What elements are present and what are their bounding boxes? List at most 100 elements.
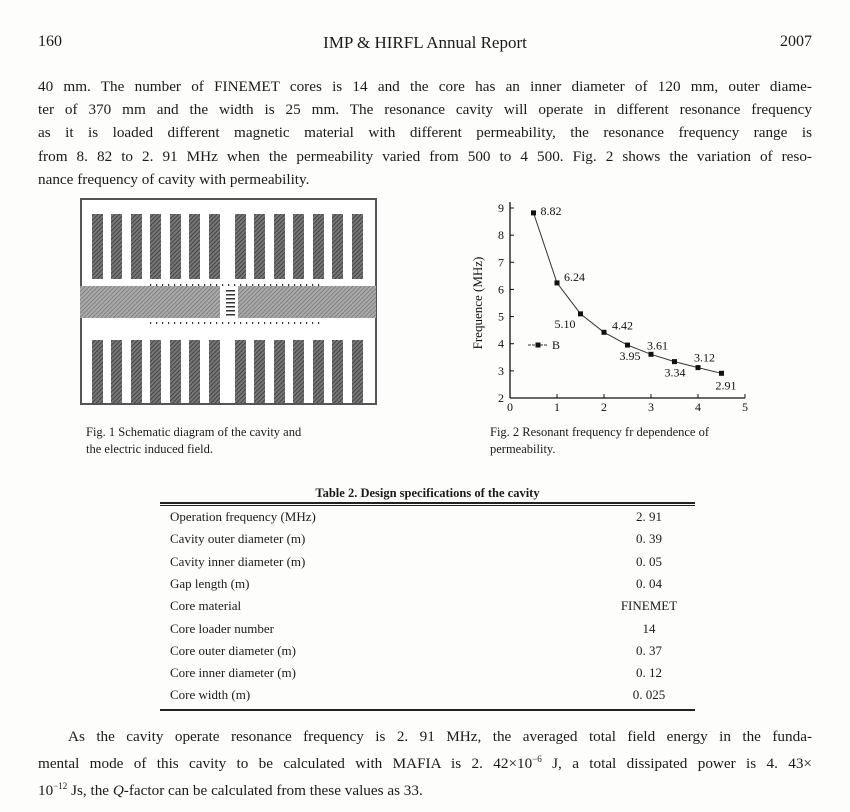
ferrite-core bbox=[274, 340, 285, 403]
data-point bbox=[578, 311, 583, 317]
figure2-caption: Fig. 2 Resonant frequency fr dependence … bbox=[490, 424, 709, 458]
field-line bbox=[226, 298, 235, 300]
data-point bbox=[554, 280, 560, 286]
ferrite-core bbox=[150, 340, 161, 403]
text: 10 bbox=[38, 782, 54, 800]
caption-line: the electric induced field. bbox=[86, 442, 214, 456]
ferrite-core bbox=[313, 214, 324, 279]
text-line: 40 mm. The number of FINEMET cores is 14… bbox=[38, 78, 812, 95]
row-label: Core inner diameter (m) bbox=[170, 665, 296, 681]
ferrite-core bbox=[170, 214, 181, 279]
ferrite-core bbox=[131, 214, 142, 279]
ferrite-core bbox=[92, 214, 103, 279]
data-label: 4.42 bbox=[612, 318, 633, 332]
table-bottom-rule bbox=[160, 709, 695, 711]
row-label: Core loader number bbox=[170, 620, 274, 636]
x-tick-label: 5 bbox=[742, 400, 748, 414]
y-tick-label: 4 bbox=[498, 337, 504, 351]
row-label: Cavity outer diameter (m) bbox=[170, 531, 306, 547]
text-line: as it is loaded different magnetic mater… bbox=[38, 124, 812, 142]
ferrite-core bbox=[332, 214, 343, 279]
row-value: 14 bbox=[642, 620, 656, 636]
running-title: IMP & HIRFL Annual Report bbox=[323, 33, 527, 52]
page-number: 160 bbox=[38, 33, 62, 50]
data-label: 3.34 bbox=[665, 366, 686, 380]
row-value: 0. 05 bbox=[636, 553, 662, 569]
text: -factor can be calculated from these val… bbox=[123, 782, 423, 800]
data-point bbox=[601, 329, 607, 335]
table-row: Cavity inner diameter (m) 0. 05 bbox=[170, 554, 695, 576]
row-label: Core material bbox=[170, 598, 242, 614]
data-point bbox=[648, 351, 654, 357]
x-tick-label: 3 bbox=[648, 400, 654, 414]
row-label: Cavity inner diameter (m) bbox=[170, 553, 306, 569]
row-label: Core width (m) bbox=[170, 687, 251, 703]
ferrite-core bbox=[332, 340, 343, 403]
y-tick-label: 5 bbox=[498, 310, 504, 324]
data-point bbox=[695, 365, 701, 371]
y-tick-label: 9 bbox=[498, 201, 504, 215]
exponent: −12 bbox=[53, 781, 68, 792]
y-tick-label: 6 bbox=[498, 282, 504, 296]
exponent: −6 bbox=[532, 754, 542, 765]
y-tick-label: 7 bbox=[498, 255, 504, 269]
caption-line: permeability. bbox=[490, 442, 556, 456]
text-line: mental mode of this cavity to be calcula… bbox=[38, 748, 812, 775]
text-line: As the cavity operate resonance frequenc… bbox=[68, 728, 812, 745]
text: J, a total dissipated power is 4. 43× bbox=[541, 755, 812, 773]
field-line bbox=[226, 310, 235, 312]
closing-paragraph: As the cavity operate resonance frequenc… bbox=[38, 725, 812, 803]
ferrite-core bbox=[352, 340, 363, 403]
caption-line: Fig. 1 Schematic diagram of the cavity a… bbox=[86, 425, 302, 439]
table-row: Gap length (m) 0. 04 bbox=[170, 576, 695, 598]
legend-marker bbox=[535, 342, 541, 348]
ferrite-core bbox=[235, 340, 246, 403]
text-line: ter of 370 mm and the width is 25 mm. Th… bbox=[38, 101, 812, 119]
row-value: 0. 04 bbox=[636, 575, 662, 591]
row-label: Gap length (m) bbox=[170, 575, 250, 591]
row-value: 2. 91 bbox=[636, 509, 662, 524]
text-line: nance frequency of cavity with permeabil… bbox=[38, 170, 310, 188]
data-label: 5.10 bbox=[555, 317, 576, 331]
x-tick-label: 2 bbox=[601, 400, 607, 414]
ferrite-core bbox=[131, 340, 142, 403]
y-tick-label: 3 bbox=[498, 364, 504, 378]
table-row: Core loader number 14 bbox=[170, 621, 695, 643]
row-value: 0. 025 bbox=[632, 687, 666, 703]
data-point bbox=[672, 359, 677, 365]
y-axis-label: Frequence (MHz) bbox=[470, 257, 485, 350]
data-label: 3.12 bbox=[694, 351, 715, 365]
x-tick-label: 0 bbox=[507, 400, 513, 414]
row-label: Core outer diameter (m) bbox=[170, 642, 296, 658]
table-title: Table 2. Design specifications of the ca… bbox=[315, 486, 540, 500]
row-value: 0. 37 bbox=[636, 642, 662, 658]
ferrite-core bbox=[150, 214, 161, 279]
field-line bbox=[226, 290, 235, 292]
legend-label: B bbox=[552, 338, 560, 352]
field-line bbox=[226, 306, 235, 308]
table-row: Core outer diameter (m) 0. 37 bbox=[170, 643, 695, 665]
field-line bbox=[226, 302, 235, 304]
table-row: Core inner diameter (m) 0. 12 bbox=[170, 665, 695, 687]
table-top-rule bbox=[160, 502, 695, 504]
data-point bbox=[625, 342, 630, 348]
ferrite-core bbox=[254, 214, 265, 279]
y-tick-label: 8 bbox=[498, 228, 504, 242]
figure1-caption: Fig. 1 Schematic diagram of the cavity a… bbox=[86, 424, 301, 458]
ferrite-core bbox=[293, 340, 304, 403]
q-symbol: Q bbox=[112, 782, 124, 800]
data-point bbox=[531, 210, 536, 216]
data-point bbox=[719, 370, 724, 376]
x-tick-label: 4 bbox=[695, 400, 701, 414]
ferrite-core bbox=[189, 340, 200, 403]
x-tick-label: 1 bbox=[554, 400, 560, 414]
ferrite-core bbox=[235, 214, 246, 279]
row-value: FINEMET bbox=[620, 598, 678, 614]
data-label: 8.82 bbox=[541, 204, 562, 218]
ferrite-core bbox=[209, 214, 220, 279]
y-tick-label: 2 bbox=[498, 391, 504, 405]
ferrite-core bbox=[111, 340, 122, 403]
ferrite-core bbox=[313, 340, 324, 403]
ferrite-core bbox=[111, 214, 122, 279]
table-top-rule-2 bbox=[160, 505, 695, 506]
